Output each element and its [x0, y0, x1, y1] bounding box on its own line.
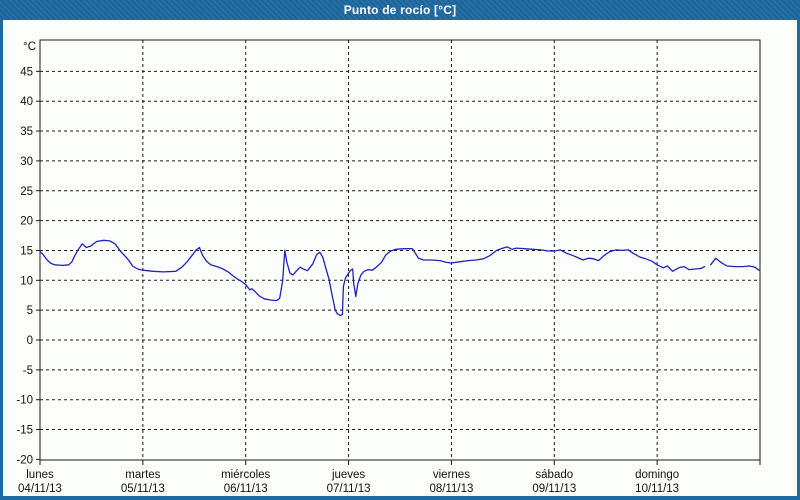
- y-tick-label-25: 25: [20, 186, 33, 198]
- y-axis-unit-label: °C: [23, 41, 36, 53]
- y-tick-label-20: 20: [20, 216, 33, 228]
- y-tick-label-10: 10: [20, 275, 33, 287]
- y-tick-label-15: 15: [20, 245, 33, 257]
- y-tick-label-30: 30: [20, 156, 33, 168]
- y-tick-label-0: 0: [27, 335, 33, 347]
- date-label-5: 09/11/13: [532, 483, 576, 495]
- date-label-3: 07/11/13: [327, 483, 371, 495]
- y-tick-label-40: 40: [20, 96, 33, 108]
- day-label-sábado: sábado: [535, 469, 573, 481]
- y-tick-label-5: 5: [27, 305, 33, 317]
- date-label-0: 04/11/13: [18, 483, 62, 495]
- y-tick-label-45: 45: [20, 66, 33, 78]
- y-tick-label--5: -5: [23, 365, 33, 377]
- window-title: Punto de rocío [°C]: [343, 3, 457, 17]
- day-label-lunes: lunes: [26, 469, 54, 481]
- date-label-2: 06/11/13: [224, 483, 268, 495]
- y-tick-label--10: -10: [16, 395, 33, 407]
- y-tick-label-35: 35: [20, 126, 33, 138]
- window-titlebar[interactable]: Punto de rocío [°C]: [0, 0, 800, 20]
- day-label-domingo: domingo: [635, 469, 679, 481]
- chart-content-area: 45 40 35 30 25 20 15 10 5 0 -5 -10 -15 -20 °C lunes 04/1…: [3, 20, 797, 496]
- dewpoint-series-line: [39, 239, 760, 317]
- date-label-4: 08/11/13: [429, 483, 473, 495]
- y-tick-label--15: -15: [16, 425, 33, 437]
- date-label-6: 10/11/13: [635, 483, 679, 495]
- day-label-jueves: jueves: [331, 469, 365, 481]
- day-label-martes: martes: [125, 469, 160, 481]
- y-tick-label--20: -20: [16, 454, 33, 466]
- day-label-viernes: viernes: [433, 469, 470, 481]
- day-label-miércoles: miércoles: [221, 469, 270, 481]
- date-label-1: 05/11/13: [121, 483, 165, 495]
- dewpoint-line-chart: 45 40 35 30 25 20 15 10 5 0 -5 -10 -15 -20 °C lunes 04/1…: [16, 39, 761, 495]
